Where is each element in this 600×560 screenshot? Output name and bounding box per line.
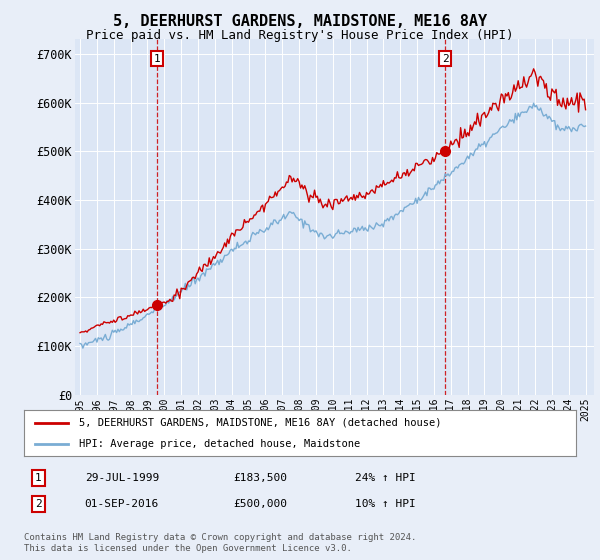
Text: 24% ↑ HPI: 24% ↑ HPI — [355, 473, 416, 483]
Text: 2: 2 — [35, 499, 42, 509]
Text: 01-SEP-2016: 01-SEP-2016 — [85, 499, 159, 509]
Text: 10% ↑ HPI: 10% ↑ HPI — [355, 499, 416, 509]
Text: Contains HM Land Registry data © Crown copyright and database right 2024.
This d: Contains HM Land Registry data © Crown c… — [24, 533, 416, 553]
Text: 2: 2 — [442, 54, 449, 64]
Text: 1: 1 — [154, 54, 161, 64]
Text: 5, DEERHURST GARDENS, MAIDSTONE, ME16 8AY: 5, DEERHURST GARDENS, MAIDSTONE, ME16 8A… — [113, 14, 487, 29]
Text: 5, DEERHURST GARDENS, MAIDSTONE, ME16 8AY (detached house): 5, DEERHURST GARDENS, MAIDSTONE, ME16 8A… — [79, 418, 442, 428]
Text: £183,500: £183,500 — [234, 473, 288, 483]
Text: Price paid vs. HM Land Registry's House Price Index (HPI): Price paid vs. HM Land Registry's House … — [86, 29, 514, 42]
Text: 29-JUL-1999: 29-JUL-1999 — [85, 473, 159, 483]
Text: HPI: Average price, detached house, Maidstone: HPI: Average price, detached house, Maid… — [79, 439, 361, 449]
Text: £500,000: £500,000 — [234, 499, 288, 509]
Text: 1: 1 — [35, 473, 42, 483]
